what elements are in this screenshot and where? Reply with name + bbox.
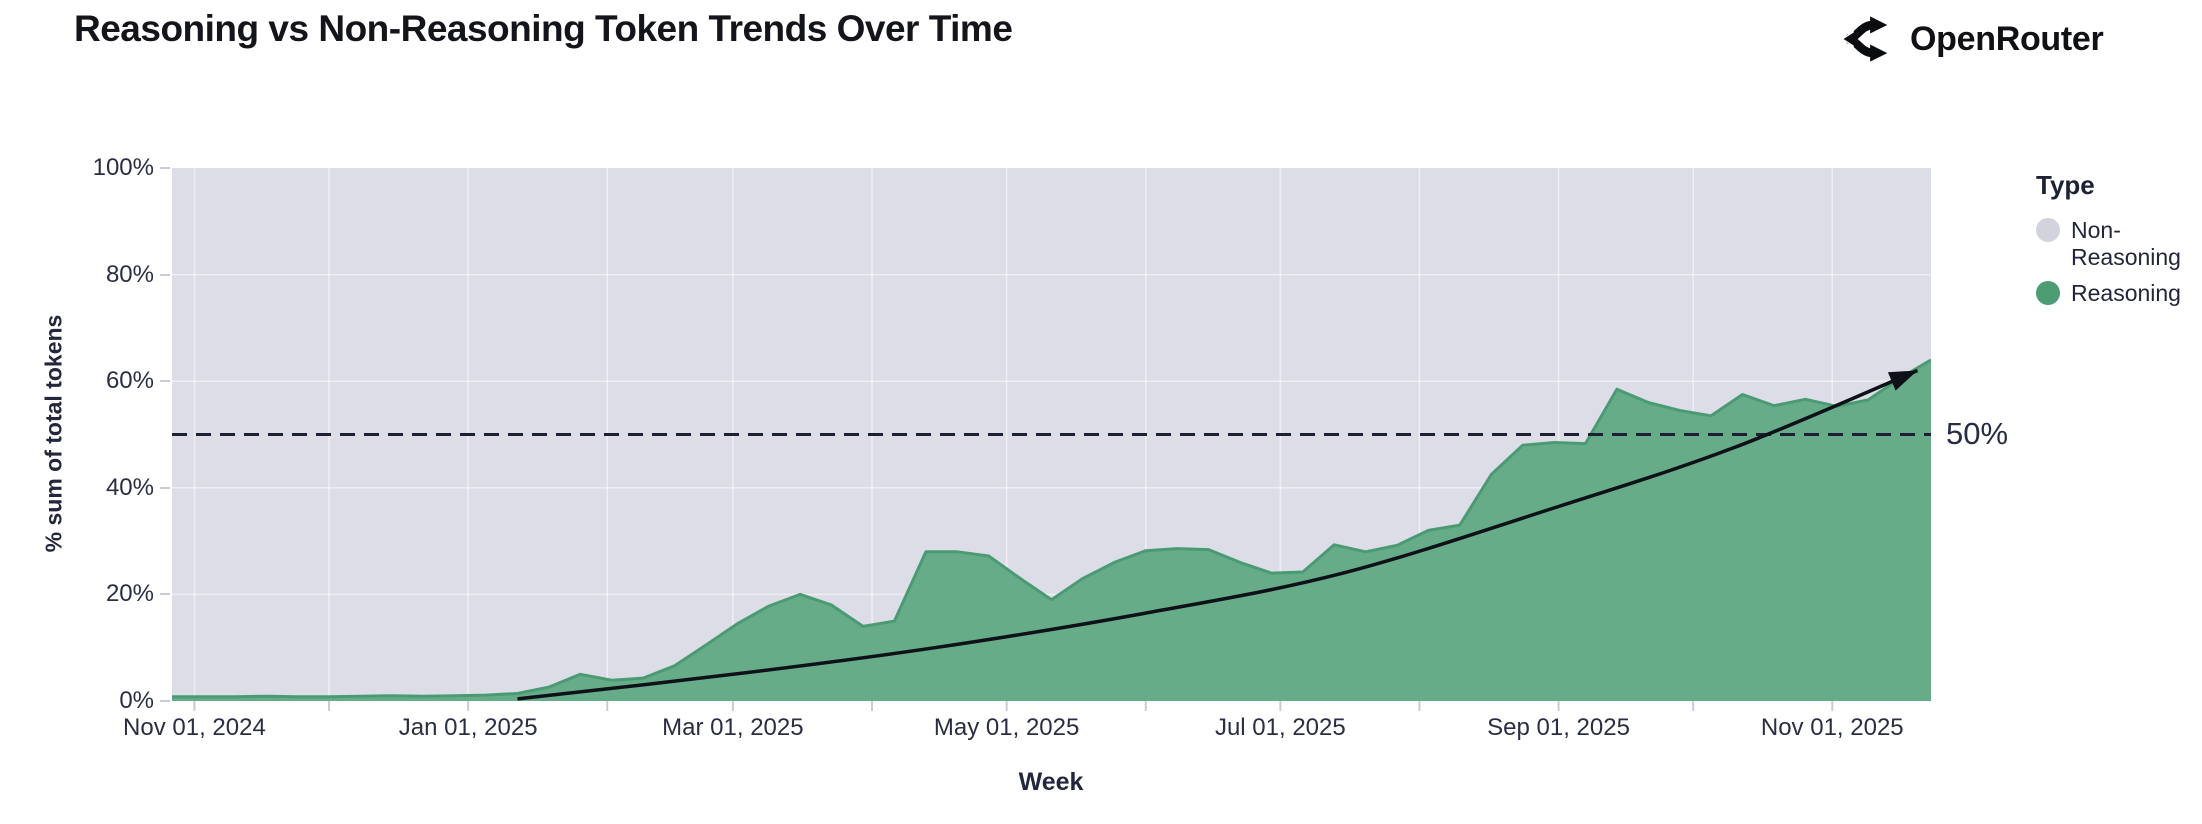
reasoning-area <box>172 359 1931 701</box>
fifty-percent-annotation: 50% <box>1946 415 2009 451</box>
brand-name: OpenRouter <box>1910 19 2104 58</box>
x-axis-title: Week <box>1018 768 1084 796</box>
legend: Type Non-Reasoning Reasoning <box>2036 170 2196 316</box>
page-title: Reasoning vs Non-Reasoning Token Trends … <box>74 8 1013 49</box>
y-tick-label: 60% <box>105 367 154 395</box>
y-tick-label: 100% <box>92 154 154 181</box>
x-tick-label: Nov 01, 2025 <box>1760 714 1904 741</box>
stacked-area-chart <box>172 168 1932 711</box>
x-tick-label: Sep 01, 2025 <box>1487 714 1630 741</box>
openrouter-logo-icon <box>1840 14 1894 64</box>
non-reasoning-swatch-icon <box>2036 218 2060 242</box>
reasoning-swatch-icon <box>2036 281 2060 306</box>
x-tick-label: Jul 01, 2025 <box>1214 714 1346 741</box>
y-tick-label: 40% <box>105 473 154 501</box>
y-tick-label: 0% <box>119 687 154 714</box>
x-tick-label: Mar 01, 2025 <box>662 714 804 741</box>
y-tick-mark <box>160 273 170 276</box>
y-tick-mark <box>160 167 170 169</box>
legend-item-reasoning: Reasoning <box>2036 280 2196 307</box>
reasoning-area-edge <box>172 358 1932 699</box>
x-tick-label: May 01, 2025 <box>933 714 1080 741</box>
trend-curve <box>517 368 1919 701</box>
y-tick-label: 20% <box>105 580 154 608</box>
x-tick-label: Nov 01, 2024 <box>123 714 266 741</box>
y-tick-label: 80% <box>105 260 154 288</box>
legend-title: Type <box>2036 170 2095 200</box>
legend-label: Non-Reasoning <box>2071 217 2181 271</box>
y-axis-title: % sum of total tokens <box>40 314 67 553</box>
y-tick-mark <box>160 593 170 596</box>
brand: OpenRouter <box>1840 14 2104 64</box>
y-tick-mark <box>160 486 170 489</box>
y-tick-mark <box>160 700 170 702</box>
legend-item-non-reasoning: Non-Reasoning <box>2036 217 2196 271</box>
x-tick-label: Jan 01, 2025 <box>398 714 538 741</box>
chart-plot-area <box>172 168 1932 714</box>
legend-label: Reasoning <box>2071 280 2181 307</box>
y-tick-mark <box>160 380 170 383</box>
trend-arrowhead-icon <box>1887 370 1918 391</box>
